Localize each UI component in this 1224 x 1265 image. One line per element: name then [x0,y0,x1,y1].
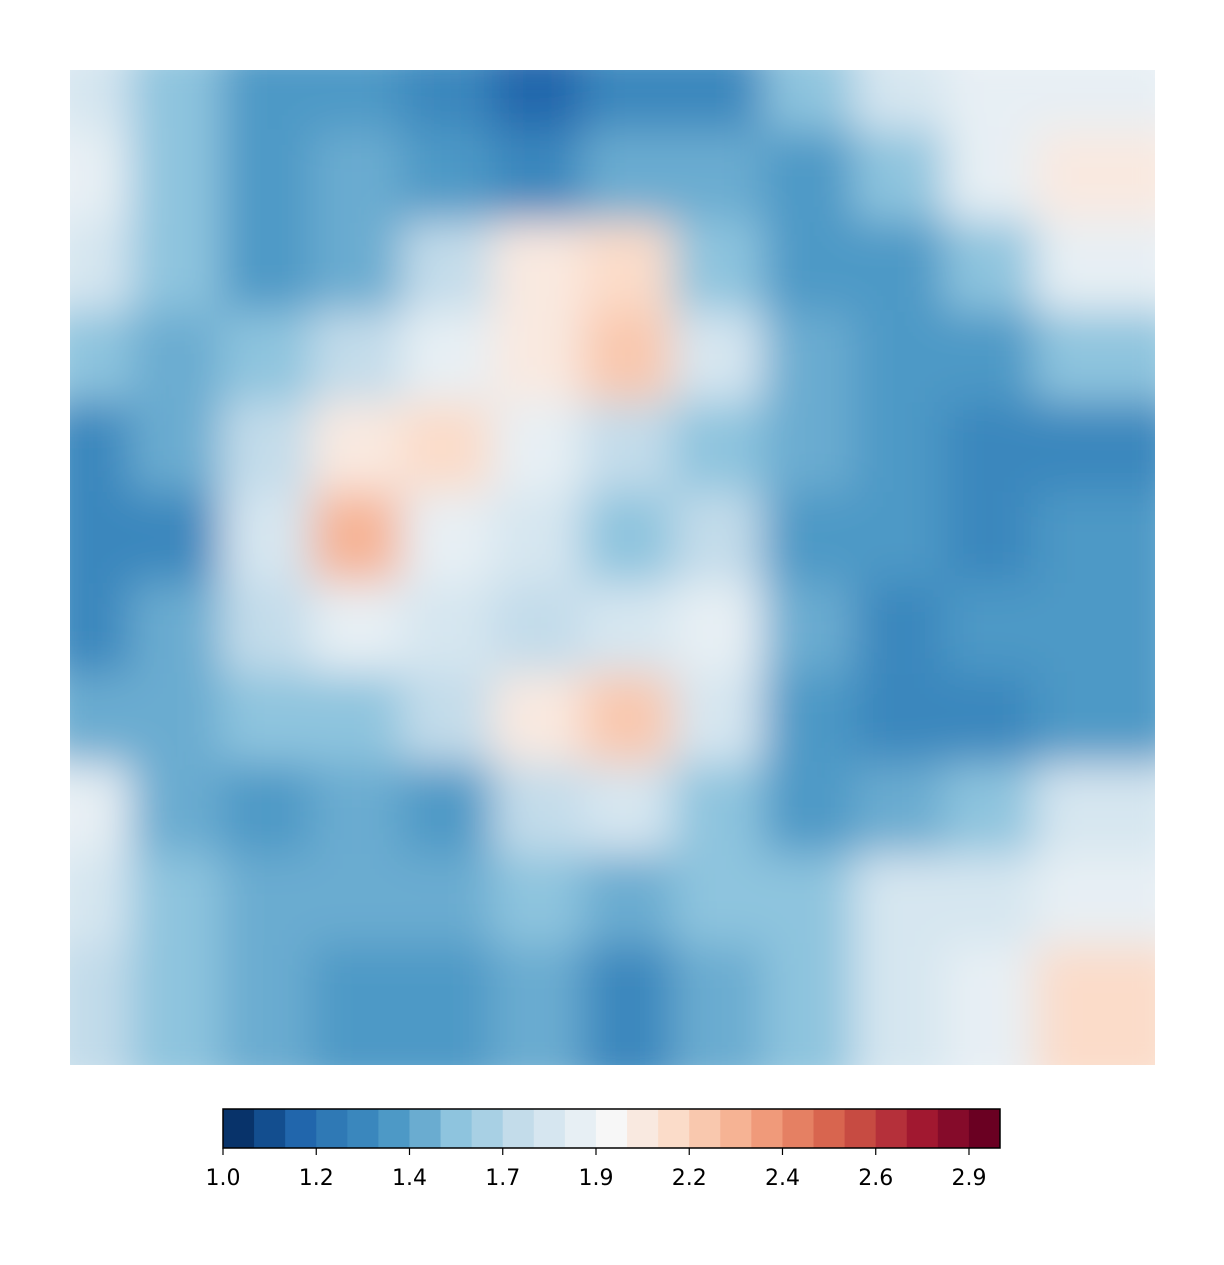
colorbar: 1.0 1.2 1.4 1.7 1.9 2.2 2.4 2.6 2.9 [206,1108,1001,1191]
colorbar-segment [627,1109,659,1148]
field-cell [1034,944,1155,1065]
colorbar-tick-label: 1.7 [485,1166,520,1191]
colorbar-segment [564,1109,597,1148]
colorbar-segment [285,1109,317,1148]
colorbar-segment [471,1109,504,1148]
colorbar-segment [813,1109,846,1148]
colorbar-segment [720,1109,752,1148]
colorbar-tick-label: 2.4 [765,1166,800,1191]
colorbar-tick-label: 1.2 [299,1166,334,1191]
colorbar-segment [937,1109,970,1148]
colorbar-segment [347,1109,379,1148]
colorbar-tick-label: 1.4 [392,1166,427,1191]
colorbar-segment [906,1109,939,1148]
colorbar-segment [502,1109,535,1148]
colorbar-segment [254,1109,286,1148]
colorbar-frame [222,1108,1001,1149]
colorbar-segment [689,1109,721,1148]
contour-field [70,70,1155,1065]
colorbar-segment [751,1109,783,1148]
colorbar-segment [223,1109,255,1148]
colorbar-tick-label: 2.6 [858,1166,893,1191]
colorbar-segment [378,1109,410,1148]
colorbar-segment [533,1109,566,1148]
colorbar-tick-label: 1.9 [578,1166,613,1191]
colorbar-segment [595,1109,628,1148]
colorbar-tick-label: 2.9 [951,1166,986,1191]
colorbar-tick-label: 1.0 [206,1166,241,1191]
colorbar-segment [316,1109,348,1148]
colorbar-segment [658,1109,690,1148]
colorbar-segment [875,1109,908,1148]
colorbar-segment [409,1109,442,1148]
field-clip [70,70,1155,1065]
colorbar-segment [782,1109,815,1148]
colorbar-segment [968,1109,1001,1148]
colorbar-tick-label: 2.2 [672,1166,707,1191]
colorbar-segment [844,1109,877,1148]
colorbar-segment [440,1109,473,1148]
